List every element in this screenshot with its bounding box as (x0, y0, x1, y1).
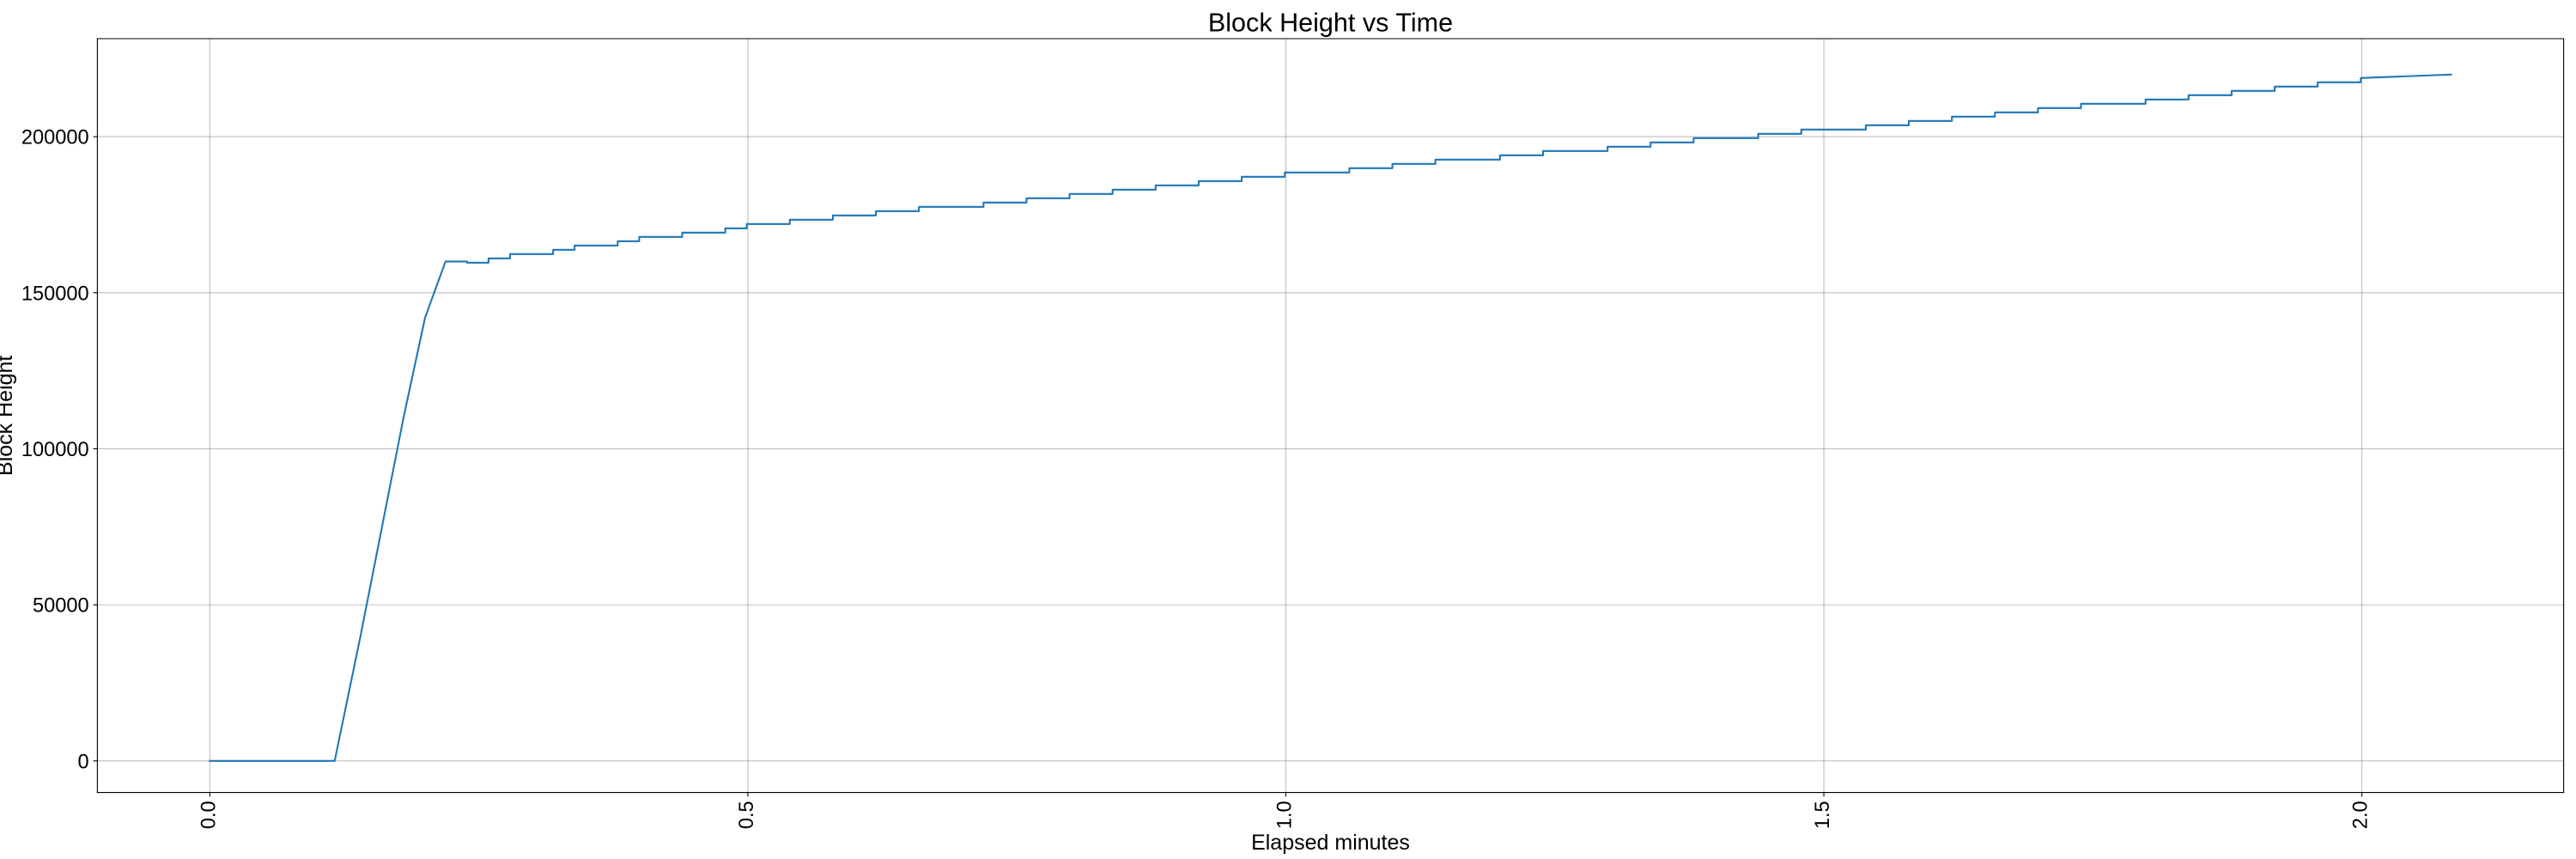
svg-text:0: 0 (78, 751, 89, 773)
svg-text:0.5: 0.5 (736, 801, 758, 829)
svg-text:2.0: 2.0 (2350, 801, 2372, 829)
svg-text:50000: 50000 (33, 595, 89, 618)
svg-text:200000: 200000 (21, 127, 89, 149)
svg-text:0.0: 0.0 (198, 801, 221, 829)
svg-text:1.5: 1.5 (1812, 801, 1834, 829)
svg-text:100000: 100000 (21, 439, 89, 461)
svg-text:150000: 150000 (21, 283, 89, 305)
svg-text:Block Height vs Time: Block Height vs Time (1208, 9, 1453, 38)
svg-text:Elapsed minutes: Elapsed minutes (1251, 831, 1410, 855)
svg-text:1.0: 1.0 (1274, 801, 1297, 829)
svg-text:Block Height: Block Height (0, 356, 17, 476)
